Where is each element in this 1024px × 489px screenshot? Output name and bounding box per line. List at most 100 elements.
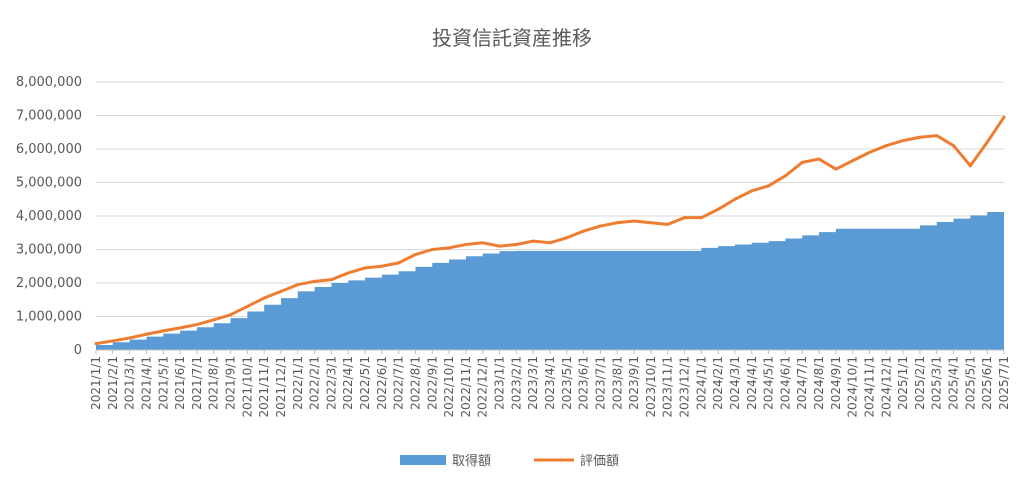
line-point: [884, 144, 888, 148]
area-series-layer: [96, 208, 1004, 350]
x-tick-label: 2025/6/1: [980, 356, 994, 410]
line-point: [565, 236, 569, 240]
x-tick-label: 2024/4/1: [745, 356, 759, 410]
x-tick-label: 2022/11/1: [459, 356, 473, 418]
x-tick-label: 2022/4/1: [341, 356, 355, 410]
x-tick-label: 2022/3/1: [324, 356, 338, 410]
line-point: [144, 332, 148, 336]
line-point: [632, 219, 636, 223]
legend-label: 評価額: [580, 454, 619, 469]
line-point: [296, 283, 300, 287]
line-point: [531, 239, 535, 243]
line-point: [279, 289, 283, 293]
x-tick-label: 2024/10/1: [846, 356, 860, 418]
line-point: [615, 221, 619, 225]
x-tick-label: 2024/1/1: [694, 356, 708, 410]
x-tick-label: 2021/1/1: [89, 356, 103, 410]
line-point: [800, 160, 804, 164]
legend-swatch-area: [400, 455, 446, 465]
line-point: [834, 167, 838, 171]
line-point: [346, 271, 350, 275]
x-tick-label: 2023/6/1: [577, 356, 591, 410]
line-point: [901, 139, 905, 143]
line-point: [430, 248, 434, 251]
line-point: [918, 135, 922, 139]
y-tick-label: 1,000,000: [16, 310, 82, 325]
line-point: [380, 264, 384, 268]
x-tick-label: 2021/7/1: [190, 356, 204, 410]
y-tick-label: 3,000,000: [16, 243, 82, 258]
x-tick-label: 2024/9/1: [829, 356, 843, 410]
x-tick-label: 2023/7/1: [593, 356, 607, 410]
line-point: [447, 246, 451, 250]
line-point: [968, 164, 972, 168]
x-tick-label: 2022/12/1: [476, 356, 490, 418]
x-tick-label: 2021/8/1: [207, 356, 221, 410]
line-point: [94, 342, 98, 346]
line-point: [699, 216, 703, 220]
line-point: [363, 266, 367, 270]
area-series-0: [96, 208, 1004, 350]
x-tick-label: 2022/2/1: [308, 356, 322, 410]
x-tick-label: 2025/7/1: [997, 356, 1011, 410]
x-tick-label: 2024/3/1: [728, 356, 742, 410]
x-tick-label: 2023/8/1: [610, 356, 624, 410]
x-tick-label: 2022/5/1: [358, 356, 372, 410]
line-point: [413, 253, 417, 257]
line-point: [716, 207, 720, 211]
x-tick-label: 2023/3/1: [526, 356, 540, 410]
line-point: [514, 242, 518, 246]
line-point: [262, 296, 266, 300]
line-point: [666, 222, 670, 226]
x-tick-label: 2022/9/1: [425, 356, 439, 410]
x-tick-label: 2024/6/1: [778, 356, 792, 410]
y-tick-label: 7,000,000: [16, 109, 82, 124]
legend-label: 取得額: [452, 453, 491, 469]
x-tick-label: 2023/2/1: [509, 356, 523, 410]
x-tick-label: 2023/10/1: [644, 356, 658, 418]
x-tick-label: 2025/4/1: [947, 356, 961, 410]
line-point: [464, 242, 468, 246]
x-tick-label: 2025/1/1: [896, 356, 910, 410]
line-point: [212, 318, 216, 322]
line-point: [245, 304, 249, 308]
line-point: [750, 189, 754, 193]
x-tick-label: 2022/6/1: [375, 356, 389, 410]
x-tick-label: 2023/12/1: [678, 356, 692, 418]
line-point: [851, 159, 855, 163]
line-point: [397, 261, 401, 265]
line-point: [817, 157, 821, 161]
y-tick-label: 4,000,000: [16, 209, 82, 224]
line-point: [481, 241, 485, 245]
axes: 0 1,000,000 2,000,000 3,000,000 4,000,000 5,0…: [16, 75, 1011, 418]
x-tick-label: 2024/11/1: [862, 356, 876, 418]
line-point: [229, 313, 233, 317]
line-point: [985, 140, 989, 144]
legend-item-1: 評価額: [534, 454, 619, 469]
x-tick-label: 2021/3/1: [123, 356, 137, 410]
x-tick-label: 2021/12/1: [274, 356, 288, 418]
x-tick-label: 2024/12/1: [879, 356, 893, 418]
x-tick-label: 2024/5/1: [762, 356, 776, 410]
line-point: [1002, 115, 1006, 119]
x-tick-label: 2021/11/1: [257, 356, 271, 418]
line-point: [178, 326, 182, 330]
line-point: [498, 244, 502, 248]
x-tick-label: 2022/10/1: [442, 356, 456, 418]
x-tick-label: 2023/11/1: [661, 356, 675, 418]
line-point: [598, 224, 602, 228]
x-tick-label: 2023/4/1: [543, 356, 557, 410]
line-point: [783, 174, 787, 178]
y-tick-label: 8,000,000: [16, 75, 82, 90]
x-tick-label: 2025/3/1: [930, 356, 944, 410]
line-point: [161, 329, 165, 333]
line-point: [649, 221, 653, 225]
y-tick-label: 6,000,000: [16, 142, 82, 157]
x-tick-label: 2025/2/1: [913, 356, 927, 410]
x-tick-label: 2021/10/1: [240, 356, 254, 418]
line-point: [582, 229, 586, 233]
x-tick-label: 2021/2/1: [106, 356, 120, 410]
x-tick-label: 2023/5/1: [560, 356, 574, 410]
line-point: [548, 241, 552, 245]
